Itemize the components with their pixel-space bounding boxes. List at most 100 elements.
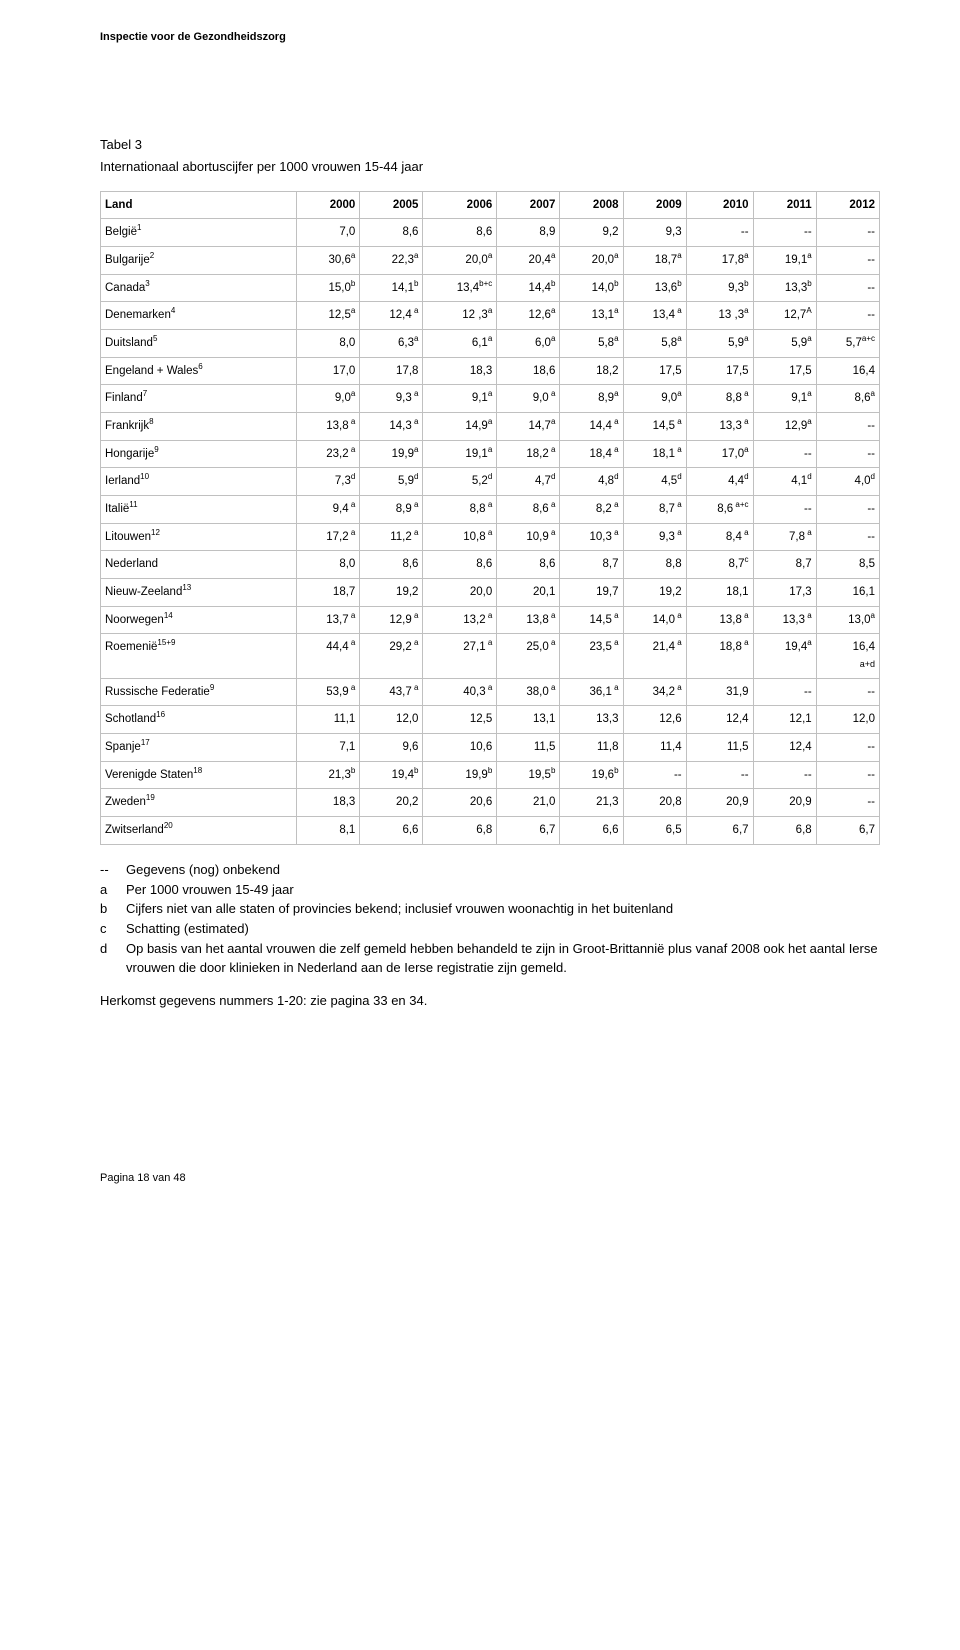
col-year: 2009 (623, 191, 686, 219)
value-cell: 20,6 (423, 789, 497, 817)
value-cell: 34,2 a (623, 678, 686, 706)
value-cell: 6,3a (360, 329, 423, 357)
country-cell: Italië11 (101, 496, 297, 524)
table-row: Zweden1918,320,220,621,021,320,820,920,9… (101, 789, 880, 817)
value-cell: 12,6a (497, 302, 560, 330)
col-year: 2008 (560, 191, 623, 219)
value-cell: 4,5d (623, 468, 686, 496)
value-cell: 8,4 a (686, 523, 753, 551)
value-cell: 38,0 a (497, 678, 560, 706)
value-cell: 13,8 a (497, 606, 560, 634)
country-cell: Nederland (101, 551, 297, 579)
value-cell: 9,3 a (360, 385, 423, 413)
country-cell: Frankrijk8 (101, 413, 297, 441)
value-cell: 19,1a (423, 440, 497, 468)
col-year: 2011 (753, 191, 816, 219)
value-cell: 20,0a (560, 246, 623, 274)
value-cell: 14,0b (560, 274, 623, 302)
country-cell: Denemarken4 (101, 302, 297, 330)
value-cell: 5,8a (560, 329, 623, 357)
country-cell: Canada3 (101, 274, 297, 302)
value-cell: 8,6 (497, 551, 560, 579)
value-cell: 8,9 a (360, 496, 423, 524)
value-cell: 5,8a (623, 329, 686, 357)
value-cell: 8,2 a (560, 496, 623, 524)
value-cell: 6,8 (423, 817, 497, 845)
value-cell: 18,6 (497, 357, 560, 385)
value-cell: 13,3 a (686, 413, 753, 441)
value-cell: -- (753, 219, 816, 247)
value-cell: 8,7 (560, 551, 623, 579)
table-row: Roemenië15+944,4 a29,2 a27,1 a25,0 a23,5… (101, 634, 880, 678)
value-cell: 19,5b (497, 761, 560, 789)
value-cell: 18,3 (297, 789, 360, 817)
note-text: Op basis van het aantal vrouwen die zelf… (126, 940, 880, 978)
value-cell: 5,9d (360, 468, 423, 496)
value-cell: 5,9a (753, 329, 816, 357)
value-cell: 13 ,3a (686, 302, 753, 330)
value-cell: -- (816, 219, 879, 247)
value-cell: 11,4 (623, 734, 686, 762)
table-row: Frankrijk813,8 a14,3 a14,9a14,7a14,4 a14… (101, 413, 880, 441)
note-text: Gegevens (nog) onbekend (126, 861, 880, 880)
value-cell: 19,2 (623, 579, 686, 607)
col-country: Land (101, 191, 297, 219)
value-cell: 19,4a (753, 634, 816, 678)
value-cell: 4,1d (753, 468, 816, 496)
value-cell: -- (816, 302, 879, 330)
value-cell: 17,3 (753, 579, 816, 607)
table-row: Bulgarije230,6a22,3a20,0a20,4a20,0a18,7a… (101, 246, 880, 274)
value-cell: 8,8 (623, 551, 686, 579)
value-cell: 29,2 a (360, 634, 423, 678)
value-cell: 19,4b (360, 761, 423, 789)
value-cell: 17,2 a (297, 523, 360, 551)
value-cell: 8,6 (360, 219, 423, 247)
note-row: aPer 1000 vrouwen 15-49 jaar (100, 881, 880, 900)
note-row: dOp basis van het aantal vrouwen die zel… (100, 940, 880, 978)
country-cell: Verenigde Staten18 (101, 761, 297, 789)
country-cell: Duitsland5 (101, 329, 297, 357)
value-cell: 21,3b (297, 761, 360, 789)
table-row: Schotland1611,112,012,513,113,312,612,41… (101, 706, 880, 734)
value-cell: 13,2 a (423, 606, 497, 634)
table-row: Canada315,0b14,1b13,4b+c14,4b14,0b13,6b9… (101, 274, 880, 302)
value-cell: 12,9a (753, 413, 816, 441)
value-cell: 18,4 a (560, 440, 623, 468)
value-cell: 13,3 (560, 706, 623, 734)
table-row: Litouwen1217,2 a11,2 a10,8 a10,9 a10,3 a… (101, 523, 880, 551)
value-cell: 12,0 (360, 706, 423, 734)
value-cell: 18,1 a (623, 440, 686, 468)
value-cell: 13,4 a (623, 302, 686, 330)
table-row: Italië119,4 a8,9 a8,8 a8,6 a8,2 a8,7 a8,… (101, 496, 880, 524)
value-cell: 4,0d (816, 468, 879, 496)
value-cell: 20,9 (686, 789, 753, 817)
col-year: 2007 (497, 191, 560, 219)
value-cell: 11,5 (686, 734, 753, 762)
value-cell: 43,7 a (360, 678, 423, 706)
value-cell: 6,7 (497, 817, 560, 845)
value-cell: 19,9b (423, 761, 497, 789)
value-cell: 6,7 (686, 817, 753, 845)
value-cell: 12,4 a (360, 302, 423, 330)
value-cell: 6,5 (623, 817, 686, 845)
value-cell: -- (816, 274, 879, 302)
value-cell: 8,6 (360, 551, 423, 579)
value-cell: 17,0a (686, 440, 753, 468)
value-cell: 27,1 a (423, 634, 497, 678)
value-cell: 18,8 a (686, 634, 753, 678)
table-row: Finland79,0a9,3 a9,1a9,0 a8,9a9,0a8,8 a9… (101, 385, 880, 413)
value-cell: -- (816, 496, 879, 524)
value-cell: 8,9a (560, 385, 623, 413)
value-cell: 12,4 (686, 706, 753, 734)
value-cell: 9,0 a (497, 385, 560, 413)
note-key: d (100, 940, 126, 978)
value-cell: 13,6b (623, 274, 686, 302)
value-cell: 13,7 a (297, 606, 360, 634)
value-cell: -- (816, 789, 879, 817)
value-cell: 21,3 (560, 789, 623, 817)
page-footer: Pagina 18 van 48 (100, 1171, 880, 1187)
value-cell: 13,0a (816, 606, 879, 634)
value-cell: 30,6a (297, 246, 360, 274)
value-cell: 7,3d (297, 468, 360, 496)
value-cell: 12,5a (297, 302, 360, 330)
